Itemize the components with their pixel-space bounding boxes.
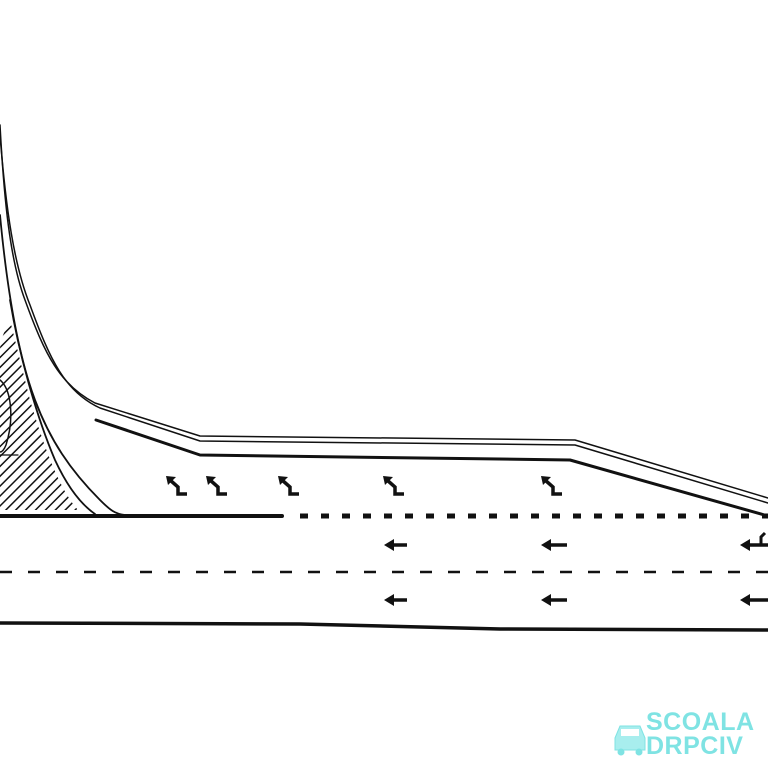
straight-or-turn-arrow-icon: [740, 533, 768, 551]
watermark-line2: DRPCIV: [646, 734, 743, 759]
straight-left-arrow-icon: [384, 594, 407, 606]
turn-left-arrow-icon: [383, 476, 404, 494]
main-road-bottom-edge: [0, 623, 768, 630]
turn-left-arrow-icon: [206, 476, 227, 494]
side-road-outer-edge-inner: [0, 135, 768, 503]
straight-left-arrow-icon: [384, 539, 407, 551]
watermark-logo: SCOALA DRPCIV: [612, 710, 762, 762]
car-icon: [612, 716, 648, 756]
turn-left-arrow-icon: [278, 476, 299, 494]
straight-left-arrow-icon: [541, 539, 567, 551]
turn-left-arrow-icon: [166, 476, 187, 494]
side-road-outer-edge: [0, 125, 768, 498]
turn-left-arrow-icon: [541, 476, 562, 494]
straight-left-arrow-icon: [740, 594, 768, 606]
straight-left-arrow-icon: [541, 594, 567, 606]
